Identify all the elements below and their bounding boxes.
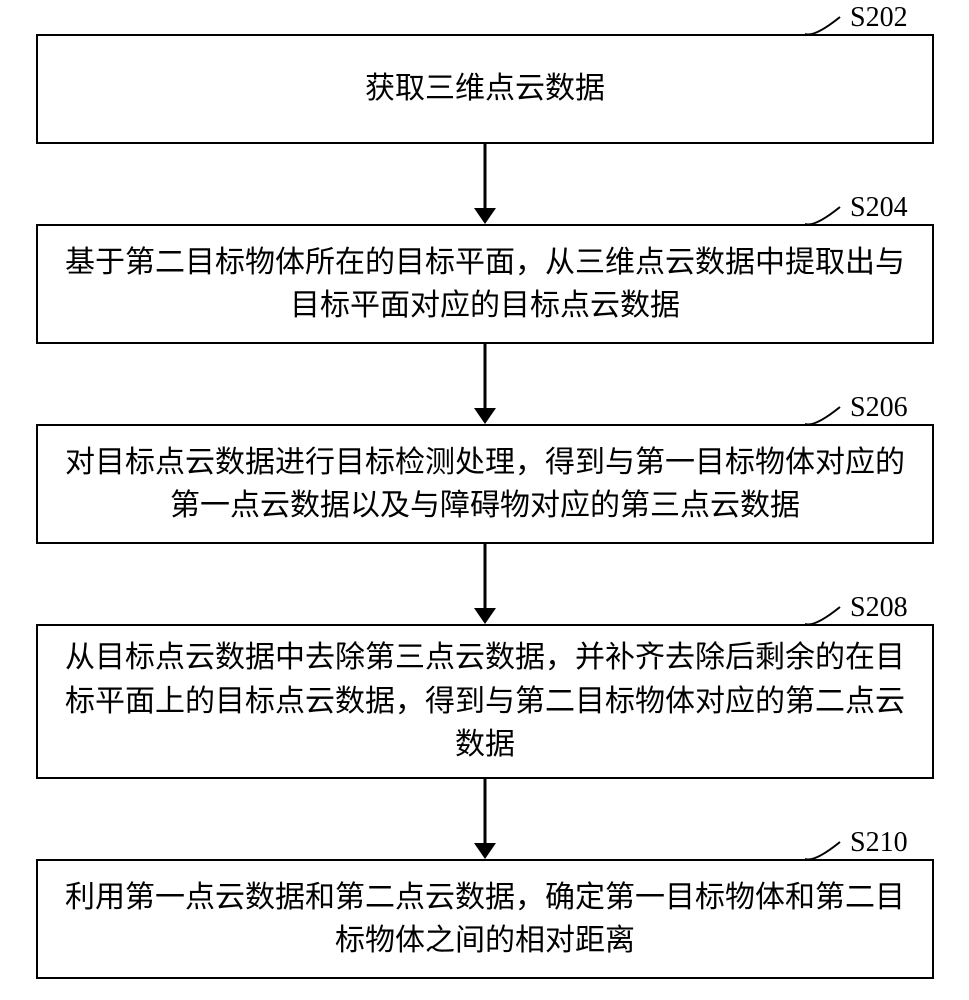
flowchart-arrow [471,344,499,424]
flowchart-step-label: S210 [850,827,908,859]
flowchart-step-label: S208 [850,592,908,624]
flowchart-step-label: S202 [850,2,908,34]
leader-line [795,840,850,861]
leader-line [795,605,850,626]
leader-line [795,15,850,36]
flowchart-arrow [471,544,499,624]
flowchart-step-box: 对目标点云数据进行目标检测处理，得到与第一目标物体对应的第一点云数据以及与障碍物… [36,424,934,544]
flowchart-step-label: S204 [850,192,908,224]
flowchart-step-label: S206 [850,392,908,424]
leader-line [795,405,850,426]
leader-line [795,205,850,226]
flowchart-arrow [471,779,499,859]
flowchart-step-box: 基于第二目标物体所在的目标平面，从三维点云数据中提取出与目标平面对应的目标点云数… [36,224,934,344]
flowchart-step-box: 获取三维点云数据 [36,34,934,144]
flowchart-arrow [471,144,499,224]
flowchart-step-box: 从目标点云数据中去除第三点云数据，并补齐去除后剩余的在目标平面上的目标点云数据，… [36,624,934,779]
flowchart-canvas: 获取三维点云数据S202 基于第二目标物体所在的目标平面，从三维点云数据中提取出与… [0,0,969,1000]
flowchart-step-box: 利用第一点云数据和第二点云数据，确定第一目标物体和第二目标物体之间的相对距离 [36,859,934,979]
